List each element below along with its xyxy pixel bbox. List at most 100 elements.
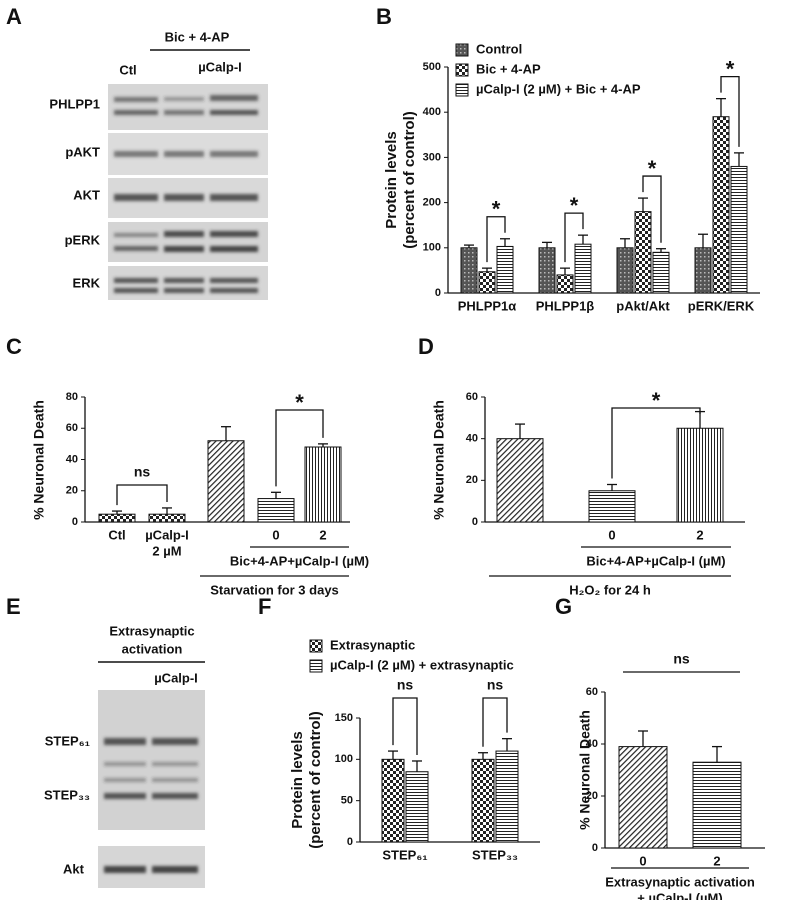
- row-label: AKT: [73, 187, 100, 202]
- x-tick-label: 2 µM: [152, 543, 181, 558]
- x-tick-label: STEP₆₁: [382, 847, 427, 862]
- y-tick-label: 300: [423, 151, 441, 163]
- group-label: Bic+4-AP+µCalp-I (µM): [230, 553, 369, 568]
- row-label: STEP₃₃: [44, 787, 90, 802]
- panel-letter: B: [376, 4, 392, 29]
- x-tick-label: STEP₃₃: [472, 847, 518, 862]
- significance-label: *: [295, 390, 304, 415]
- x-tick-label: 2: [713, 853, 720, 868]
- significance-bracket: [642, 175, 662, 243]
- y-tick-label: 20: [466, 474, 478, 486]
- significance-bracket: [392, 697, 418, 755]
- y-tick-label: 60: [466, 391, 478, 403]
- bar: [634, 211, 652, 294]
- significance-label: *: [492, 197, 501, 222]
- y-tick-label: 500: [423, 61, 441, 73]
- legend-label: µCalp-I (2 µM) + extrasynaptic: [330, 657, 514, 672]
- x-tick-label: 0: [608, 527, 615, 542]
- bar: [381, 758, 405, 843]
- significance-label: ns: [673, 651, 690, 667]
- y-axis-label: Protein levels: [383, 131, 400, 229]
- y-tick-label: 0: [72, 516, 78, 528]
- x-tick-label: pERK/ERK: [688, 298, 755, 313]
- panel-letter: E: [6, 594, 21, 619]
- row-label: ERK: [73, 275, 101, 290]
- y-axis-label: % Neuronal Death: [577, 710, 593, 830]
- bar: [616, 247, 634, 294]
- significance-label: ns: [487, 677, 504, 693]
- legend-label: Extrasynaptic: [330, 637, 415, 652]
- y-tick-label: 60: [66, 422, 78, 434]
- bar: [588, 490, 636, 523]
- significance-label: *: [570, 193, 579, 218]
- significance-label: *: [726, 56, 735, 81]
- bar: [574, 243, 592, 294]
- significance-bracket: [720, 75, 740, 147]
- bar: [471, 758, 495, 843]
- bar: [712, 116, 730, 294]
- bar: [556, 274, 574, 294]
- blot-header: activation: [122, 641, 183, 656]
- panel-letter: D: [418, 334, 434, 359]
- y-axis-label: % Neuronal Death: [31, 400, 47, 520]
- blot-header: Bic + 4-AP: [165, 29, 230, 44]
- legend-label: µCalp-I (2 µM) + Bic + 4-AP: [476, 81, 641, 96]
- x-tick-label: PHLPP1α: [458, 298, 517, 313]
- significance-bracket: [564, 212, 584, 263]
- group-label: Bic+4-AP+µCalp-I (µM): [586, 553, 725, 568]
- legend-swatch: [309, 639, 323, 653]
- significance-bracket: [482, 697, 508, 747]
- y-tick-label: 150: [335, 712, 353, 724]
- significance-label: *: [652, 388, 661, 413]
- y-tick-label: 80: [66, 391, 78, 403]
- bar: [496, 438, 544, 523]
- panel-letter: F: [258, 594, 271, 619]
- y-tick-label: 200: [423, 197, 441, 209]
- y-axis-label: (percent of control): [307, 711, 324, 849]
- x-tick-label: 2: [696, 527, 703, 542]
- bar: [495, 750, 519, 843]
- y-tick-label: 50: [341, 795, 353, 807]
- y-tick-label: 100: [335, 753, 353, 765]
- blot-e: Extrasynaptic activation µCalp-I STEP₆₁ …: [44, 623, 205, 888]
- y-tick-label: 40: [586, 738, 598, 750]
- row-label: PHLPP1: [49, 96, 100, 111]
- blot-a: Bic + 4-AP Ctl µCalp-I PHLPP1 pAKT AKT p…: [49, 29, 268, 300]
- bar: [538, 247, 556, 294]
- significance-bracket: [611, 407, 701, 479]
- x-tick-label: µCalp-I: [145, 527, 189, 542]
- y-tick-label: 400: [423, 106, 441, 118]
- y-axis-label: Protein levels: [289, 731, 306, 829]
- legend-swatch: [309, 659, 323, 673]
- row-label: pERK: [65, 232, 101, 247]
- x-tick-label: pAkt/Akt: [616, 298, 670, 313]
- row-label: STEP₆₁: [45, 733, 90, 748]
- group-label: H₂O₂ for 24 h: [569, 582, 651, 597]
- x-tick-label: PHLPP1β: [536, 298, 595, 313]
- y-tick-label: 20: [586, 790, 598, 802]
- y-tick-label: 0: [435, 287, 441, 299]
- panel-letter: G: [555, 594, 572, 619]
- bar: [652, 251, 670, 294]
- lane-label: µCalp-I: [198, 59, 242, 74]
- blot-header: Extrasynaptic: [109, 623, 194, 638]
- bar: [692, 761, 742, 849]
- bar: [148, 513, 186, 523]
- bar: [304, 446, 342, 523]
- bar: [694, 247, 712, 294]
- significance-bracket: [486, 216, 506, 263]
- bar: [618, 746, 668, 849]
- y-tick-label: 0: [347, 836, 353, 848]
- significance-label: ns: [134, 464, 151, 480]
- bar: [257, 498, 295, 523]
- legend-label: Control: [476, 41, 522, 56]
- y-tick-label: 20: [66, 485, 78, 497]
- legend-swatch: [455, 83, 469, 97]
- legend-swatch: [455, 43, 469, 57]
- row-label: pAKT: [65, 144, 100, 159]
- y-tick-label: 40: [66, 453, 78, 465]
- bar: [676, 427, 724, 523]
- bar: [478, 271, 496, 294]
- y-axis-label: (percent of control): [401, 111, 418, 249]
